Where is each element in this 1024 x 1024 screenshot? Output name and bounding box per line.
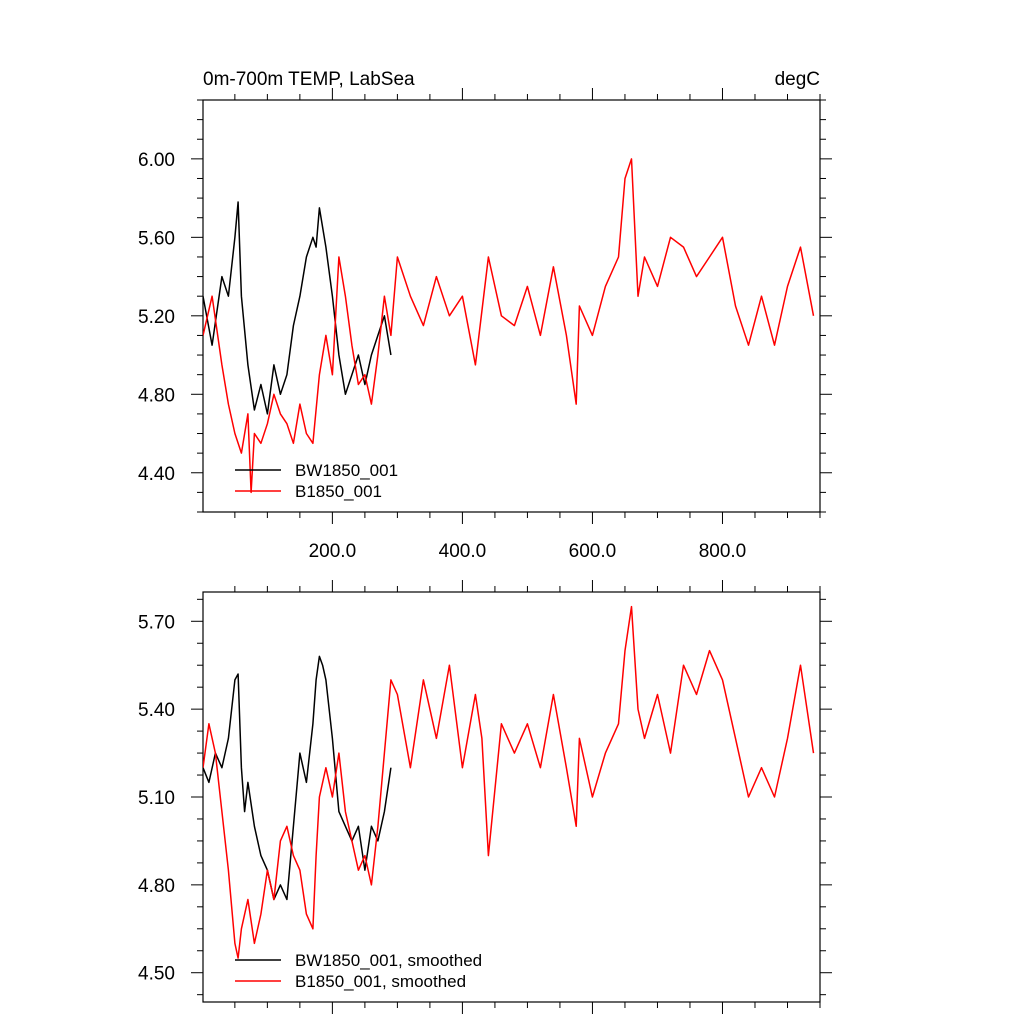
y-tick-label: 4.80 [138,876,175,897]
legend-label-1: BW1850_001 [295,461,398,480]
series-line-2 [203,158,815,494]
legend-label-1: BW1850_001, smoothed [295,951,482,970]
x-tick-label: 800.0 [699,541,747,562]
series-line-2 [203,605,815,959]
y-tick-label: 4.80 [138,385,175,406]
plot-frame [202,99,821,513]
y-tick-label: 6.00 [138,150,175,171]
y-tick-label: 5.70 [138,612,175,633]
x-tick-label: 400.0 [439,541,487,562]
legend-label-2: B1850_001 [295,482,382,501]
plot-panel-1: 200.0 400.0 600.0 800.0 4.40 4.80 5.20 5.60 6.00… [138,69,832,562]
series-line-1 [203,655,392,901]
y-tick-label: 5.60 [138,228,175,249]
legend-label-2: B1850_001, smoothed [295,972,466,991]
units-label: degC [775,69,820,90]
series-line-1 [203,201,392,415]
x-tick-label: 600.0 [569,541,617,562]
plot-panel-2: 4.50 4.80 5.10 5.40 5.70 BW1850_001, smoothed… [138,580,832,1014]
y-tick-label: 5.40 [138,700,175,721]
x-tick-label: 200.0 [309,541,357,562]
y-tick-label: 5.10 [138,788,175,809]
chart-title: 0m-700m TEMP, LabSea [203,69,415,90]
y-tick-label: 4.50 [138,964,175,985]
y-tick-label: 5.20 [138,307,175,328]
y-tick-label: 4.40 [138,464,175,485]
